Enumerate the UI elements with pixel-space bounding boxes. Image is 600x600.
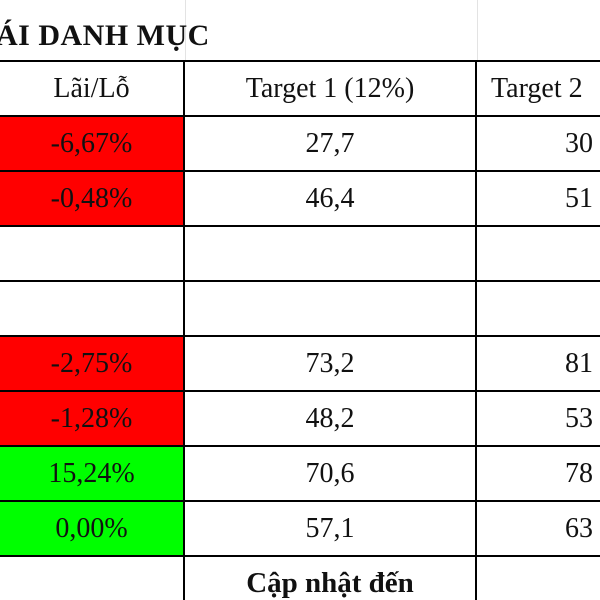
table-row: -1,28% 48,2 53	[0, 390, 600, 445]
target-1-cell[interactable]: 27,7	[185, 117, 477, 170]
portfolio-table: Lãi/Lỗ Target 1 (12%) Target 2 -6,67% 27…	[0, 60, 600, 600]
table-row	[0, 280, 600, 335]
table-row: -2,75% 73,2 81	[0, 335, 600, 390]
target-2-cell[interactable]: 53	[565, 403, 593, 434]
table-row: 15,24% 70,6 78	[0, 445, 600, 500]
pnl-cell[interactable]: -2,75%	[0, 337, 185, 390]
header-pnl[interactable]: Lãi/Lỗ	[0, 62, 185, 115]
target-1-cell[interactable]: 46,4	[185, 172, 477, 225]
target-1-cell[interactable]: 73,2	[185, 337, 477, 390]
pnl-cell[interactable]: -0,48%	[0, 172, 185, 225]
target-2-cell[interactable]	[477, 227, 600, 280]
header-target-1[interactable]: Target 1 (12%)	[185, 62, 477, 115]
pnl-cell[interactable]: -6,67%	[0, 117, 185, 170]
pnl-cell[interactable]: 15,24%	[0, 447, 185, 500]
target-2-cell[interactable]: 78	[565, 458, 593, 489]
target-1-cell[interactable]: 70,6	[185, 447, 477, 500]
updated-until-label[interactable]: Cập nhật đến	[185, 557, 477, 600]
table-row: 0,00% 57,1 63	[0, 500, 600, 555]
pnl-cell[interactable]	[0, 282, 185, 335]
target-1-cell[interactable]: 57,1	[185, 502, 477, 555]
footer-row: Cập nhật đến	[0, 555, 600, 600]
target-2-cell[interactable]	[477, 282, 600, 335]
pnl-cell[interactable]: -1,28%	[0, 392, 185, 445]
grid-line	[477, 0, 478, 60]
target-2-cell[interactable]: 30	[565, 128, 593, 159]
target-1-cell[interactable]	[185, 282, 477, 335]
header-row: Lãi/Lỗ Target 1 (12%) Target 2	[0, 60, 600, 115]
grid-line	[185, 0, 186, 60]
pnl-cell[interactable]: 0,00%	[0, 502, 185, 555]
target-2-cell[interactable]: 81	[565, 348, 593, 379]
pnl-cell[interactable]	[0, 227, 185, 280]
header-target-2[interactable]: Target 2	[491, 73, 583, 104]
sheet-title[interactable]: ÁI DANH MỤC	[0, 19, 210, 52]
target-1-cell[interactable]	[185, 227, 477, 280]
table-row: -6,67% 27,7 30	[0, 115, 600, 170]
target-2-cell[interactable]: 63	[565, 513, 593, 544]
table-row	[0, 225, 600, 280]
target-1-cell[interactable]: 48,2	[185, 392, 477, 445]
table-row: -0,48% 46,4 51	[0, 170, 600, 225]
footer-empty-cell[interactable]	[0, 557, 185, 600]
target-2-cell[interactable]: 51	[565, 183, 593, 214]
